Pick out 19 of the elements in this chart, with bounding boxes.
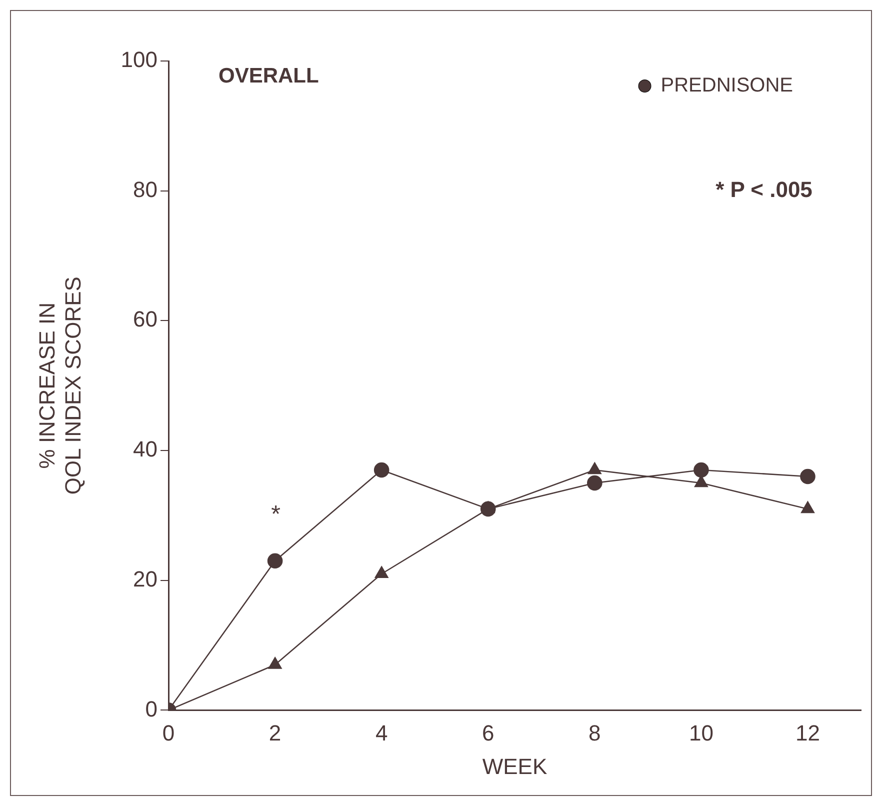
x-tick-label: 12 (795, 720, 820, 746)
y-tick-label: 60 (133, 306, 158, 332)
chart-title: OVERALL (218, 64, 320, 88)
y-axis-title: % INCREASE IN QOL INDEX SCORES (34, 276, 86, 495)
x-tick-label: 8 (588, 720, 601, 746)
y-tick-label: 0 (145, 696, 158, 722)
x-tick-label: 2 (268, 720, 282, 746)
legend-label: PREDNISONE (660, 74, 794, 97)
y-tick-label: 100 (120, 47, 158, 72)
x-axis-title: WEEK (482, 754, 548, 779)
y-tick-label: 80 (133, 176, 158, 202)
x-tick-label: 10 (688, 720, 714, 746)
x-tick-label: 4 (375, 720, 388, 746)
y-tick-label: 20 (133, 566, 158, 592)
annotation: * (271, 501, 281, 528)
y-tick-label: 40 (133, 436, 158, 462)
x-tick-label: 6 (482, 720, 494, 746)
x-tick-label: 0 (162, 720, 175, 746)
annotation: * P < .005 (716, 176, 812, 202)
